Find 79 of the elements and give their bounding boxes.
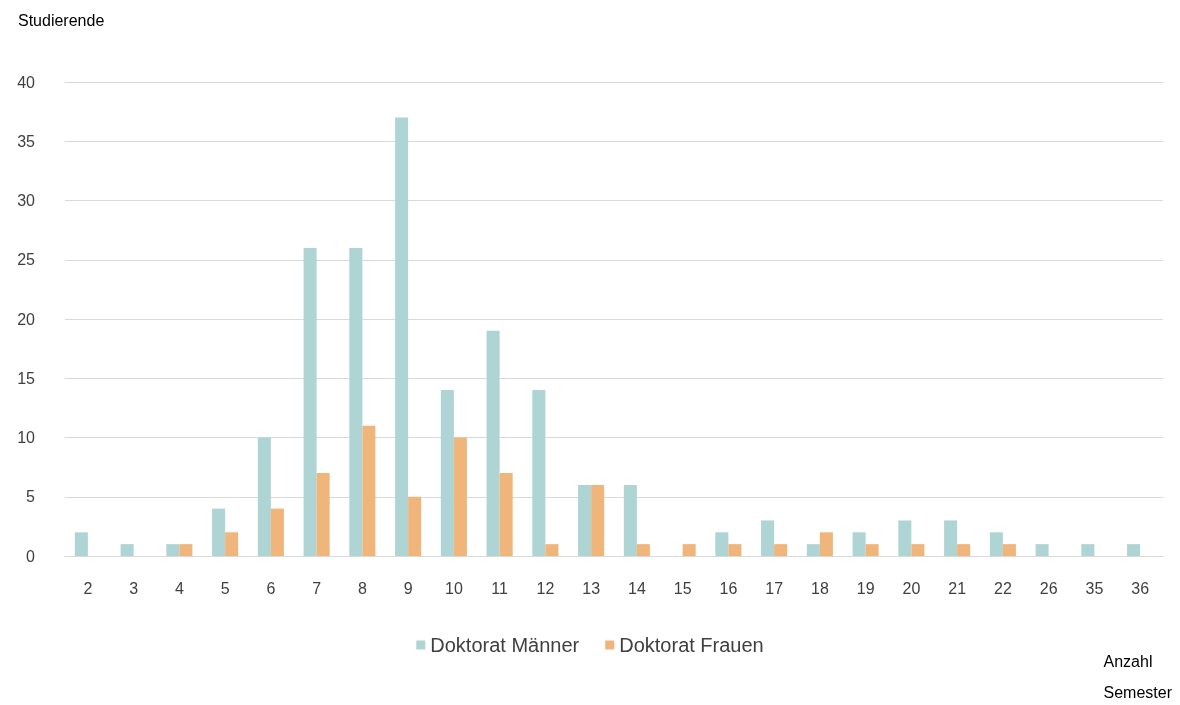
x-tick-label: 14 <box>627 579 646 597</box>
y-tick-label: 20 <box>17 310 36 328</box>
x-tick-label: 5 <box>220 579 230 597</box>
x-tick-label: 10 <box>444 579 463 597</box>
bar <box>852 532 866 556</box>
x-tick-label: 22 <box>993 579 1012 597</box>
bar <box>166 544 180 556</box>
bar <box>303 247 317 556</box>
y-tick-label: 30 <box>17 192 36 209</box>
bar <box>1081 544 1095 556</box>
bar <box>349 247 363 556</box>
bar <box>761 520 775 556</box>
bar <box>545 544 559 556</box>
bar <box>499 473 513 556</box>
bar <box>806 544 820 556</box>
y-tick-label: 15 <box>17 369 36 387</box>
x-tick-label: 2 <box>83 579 93 597</box>
bar <box>957 544 971 556</box>
x-tick-label: 21 <box>948 579 967 597</box>
bar <box>212 508 226 556</box>
bar <box>453 437 467 556</box>
bar <box>578 484 592 556</box>
x-tick-label: 15 <box>673 579 692 597</box>
x-tick-label: 16 <box>719 579 738 597</box>
bar <box>591 484 605 556</box>
x-tick-label: 4 <box>174 579 184 597</box>
bar <box>898 520 912 556</box>
x-tick-label: 12 <box>536 579 555 597</box>
x-tick-label: 36 <box>1131 579 1150 597</box>
x-tick-label: 9 <box>403 579 413 597</box>
bar <box>623 484 637 556</box>
x-tick-label: 26 <box>1039 579 1058 597</box>
bar <box>944 520 958 556</box>
x-axis-title: Anzahl Semester <box>1103 653 1173 701</box>
bar <box>989 532 1003 556</box>
bar <box>682 544 696 556</box>
bar <box>911 544 925 556</box>
x-tick-label: 18 <box>810 579 829 597</box>
y-tick-label: 5 <box>26 488 36 506</box>
y-tick-label: 40 <box>17 73 36 91</box>
bar <box>408 496 422 556</box>
bar <box>774 544 788 556</box>
bar <box>440 390 454 556</box>
x-tick-label: 11 <box>491 579 509 597</box>
x-tick-label: 17 <box>765 579 784 597</box>
bar <box>1035 544 1049 556</box>
x-tick-label: 20 <box>902 579 921 597</box>
bar <box>486 330 500 556</box>
bar <box>362 425 376 556</box>
bar <box>1127 544 1141 556</box>
bar <box>715 532 729 556</box>
bar <box>865 544 879 556</box>
legend-label: Doktorat Männer <box>430 634 580 656</box>
x-tick-label: 3 <box>129 579 139 597</box>
y-tick-label: 10 <box>17 429 36 446</box>
y-tick-label: 25 <box>17 251 36 269</box>
bar <box>395 117 409 556</box>
bar <box>257 437 271 556</box>
x-tick-label: 6 <box>266 579 276 597</box>
y-tick-label: 0 <box>26 547 36 565</box>
bar <box>532 390 546 556</box>
bar <box>225 532 239 556</box>
x-tick-label: 19 <box>856 579 875 597</box>
y-axis-title: Studierende <box>18 11 105 29</box>
x-tick-label: 7 <box>312 579 322 597</box>
x-tick-label: 35 <box>1085 579 1104 597</box>
bar <box>728 544 742 556</box>
bar <box>636 544 650 556</box>
legend-label: Doktorat Frauen <box>619 634 764 656</box>
bar <box>270 508 284 556</box>
bar <box>179 544 193 556</box>
bar <box>1002 544 1016 556</box>
x-tick-label: 13 <box>582 579 601 597</box>
bar <box>819 532 833 556</box>
x-tick-label: 8 <box>357 579 367 597</box>
bar <box>74 532 88 556</box>
bar <box>316 473 330 556</box>
y-tick-label: 35 <box>17 132 36 150</box>
bar <box>120 544 134 556</box>
